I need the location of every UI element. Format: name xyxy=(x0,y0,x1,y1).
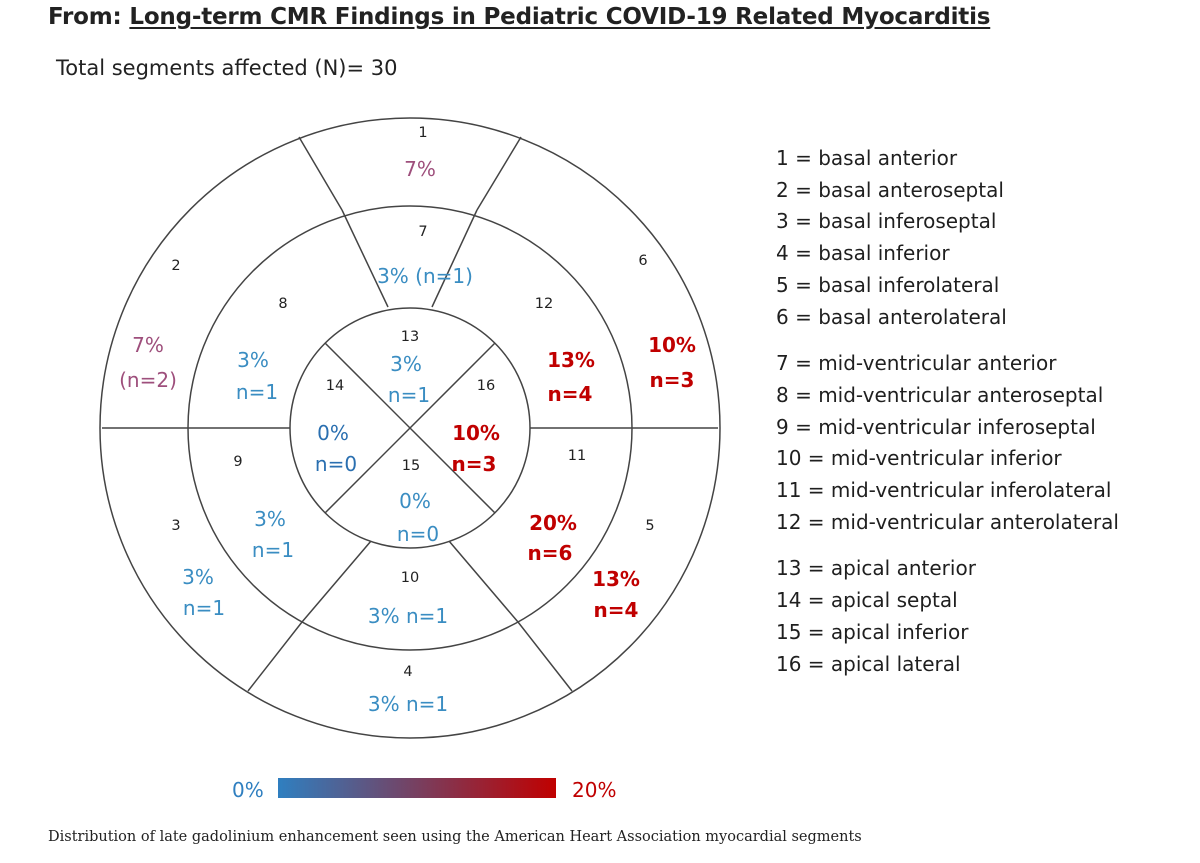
segment-9-number: 9 xyxy=(233,454,242,470)
outer-ring xyxy=(99,117,721,739)
segment-9-percent: 3% xyxy=(254,507,286,531)
segment-6-count: n=3 xyxy=(650,368,695,392)
segment-divider xyxy=(324,342,496,514)
legend-item: 1 = basal anterior xyxy=(776,146,958,170)
segment-9-count: n=1 xyxy=(252,538,294,562)
legend-item: 6 = basal anterolateral xyxy=(776,304,1007,329)
legend-item: 2 = basal anteroseptal xyxy=(776,177,1004,202)
segment-15-count: n=0 xyxy=(397,522,439,546)
legend-item: 10 = mid-ventricular inferior xyxy=(776,446,1062,471)
segment-divider xyxy=(476,136,522,211)
legend-item: 14 = apical septal xyxy=(776,588,958,613)
article-title-link[interactable]: Long-term CMR Findings in Pediatric COVI… xyxy=(129,4,991,30)
segment-10-number: 10 xyxy=(401,570,419,586)
segment-divider xyxy=(517,621,573,692)
segment-14-percent: 0% xyxy=(317,421,349,445)
segment-14-number: 14 xyxy=(326,378,344,394)
legend-item: 4 = basal inferior xyxy=(776,241,950,266)
segment-divider xyxy=(247,621,303,692)
segment-3-number: 3 xyxy=(171,518,180,534)
segment-11-number: 11 xyxy=(568,448,586,464)
segment-7-number: 7 xyxy=(418,224,427,240)
segment-12-count: n=4 xyxy=(548,382,593,406)
total-segments-label: Total segments affected (N)= 30 xyxy=(56,56,398,80)
segment-14-count: n=0 xyxy=(315,452,357,476)
segment-13-count: n=1 xyxy=(388,383,430,407)
segment-5-number: 5 xyxy=(645,518,654,534)
segment-11-percent: 20% xyxy=(529,511,577,535)
legend-item: 3 = basal inferoseptal xyxy=(776,209,997,234)
segment-10-percent: 3% n=1 xyxy=(368,604,448,628)
segment-6-percent: 10% xyxy=(648,333,696,357)
legend-item: 9 = mid-ventricular inferoseptal xyxy=(776,414,1096,439)
segment-2-count: (n=2) xyxy=(119,368,177,392)
legend-group-basal: 1 = basal anterior 2 = basal anterosepta… xyxy=(776,143,1119,333)
legend-item: 13 = apical anterior xyxy=(776,556,976,581)
legend-group-mid: 7 = mid-ventricular anterior 8 = mid-ven… xyxy=(776,348,1119,538)
segment-divider xyxy=(448,540,519,623)
segment-5-percent: 13% xyxy=(592,567,640,591)
segment-divider xyxy=(431,209,478,308)
segment-12-number: 12 xyxy=(535,296,553,312)
scale-min-label: 0% xyxy=(232,778,264,802)
segment-12-percent: 13% xyxy=(547,348,595,372)
legend-item: 5 = basal inferolateral xyxy=(776,272,1000,297)
legend-group-apical: 13 = apical anterior 14 = apical septal … xyxy=(776,553,1119,680)
legend-item: 12 = mid-ventricular anterolateral xyxy=(776,509,1119,534)
segment-5-count: n=4 xyxy=(594,598,639,622)
segment-8-count: n=1 xyxy=(236,380,278,404)
segment-4-number: 4 xyxy=(403,664,412,680)
segment-1-percent: 7% xyxy=(404,157,436,181)
segment-1-number: 1 xyxy=(418,125,427,141)
segment-8-percent: 3% xyxy=(237,348,269,372)
legend-item: 8 = mid-ventricular anteroseptal xyxy=(776,382,1104,407)
segment-8-number: 8 xyxy=(278,296,287,312)
segment-7-percent: 3% (n=1) xyxy=(377,264,473,288)
segment-15-percent: 0% xyxy=(399,489,431,513)
segment-2-number: 2 xyxy=(171,258,180,274)
segment-6-number: 6 xyxy=(638,253,647,269)
segment-13-percent: 3% xyxy=(390,352,422,376)
segment-divider xyxy=(341,209,389,308)
segment-legend: 1 = basal anterior 2 = basal anterosepta… xyxy=(776,143,1119,695)
segment-16-count: n=3 xyxy=(452,452,497,476)
legend-item: 7 = mid-ventricular anterior xyxy=(776,351,1057,376)
segment-3-percent: 3% xyxy=(182,565,214,589)
segment-16-number: 16 xyxy=(477,378,495,394)
legend-item: 15 = apical inferior xyxy=(776,619,969,644)
figure-header: From: Long-term CMR Findings in Pediatri… xyxy=(48,4,990,30)
segment-2-percent: 7% xyxy=(132,333,164,357)
segment-11-count: n=6 xyxy=(528,541,573,565)
segment-16-percent: 10% xyxy=(452,421,500,445)
segment-divider xyxy=(298,136,343,211)
scale-max-label: 20% xyxy=(572,778,616,802)
segment-13-number: 13 xyxy=(401,329,419,345)
segment-3-count: n=1 xyxy=(183,596,225,620)
color-scale-bar xyxy=(278,778,556,798)
header-prefix: From: xyxy=(48,4,122,30)
segment-15-number: 15 xyxy=(402,458,420,474)
segment-divider xyxy=(301,540,372,623)
segment-4-percent: 3% n=1 xyxy=(368,692,448,716)
legend-item: 11 = mid-ventricular inferolateral xyxy=(776,478,1112,503)
figure-caption: Distribution of late gadolinium enhancem… xyxy=(48,829,862,845)
legend-item: 16 = apical lateral xyxy=(776,651,961,676)
